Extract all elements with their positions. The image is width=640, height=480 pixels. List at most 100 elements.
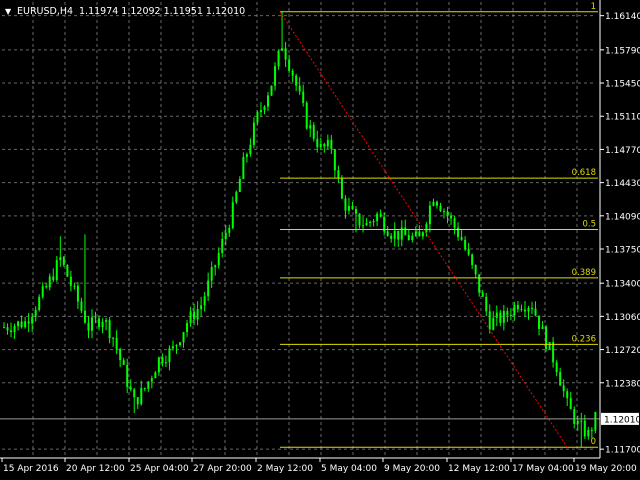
price-axis[interactable]: 1.16140 1.15790 1.15450 1.15110 1.14770 1.144…: [599, 0, 640, 458]
candle-body: [520, 309, 523, 311]
candle-body: [450, 215, 453, 219]
time-tick-label: 12 May 12:00: [448, 464, 510, 474]
candle-body: [45, 286, 48, 288]
fibonacci-retracement[interactable]: 1 0.618 0.5 0.389 0.236 0: [280, 2, 598, 448]
candle-body: [98, 318, 101, 328]
candle-body: [31, 316, 34, 324]
candle-body: [193, 311, 196, 320]
price-tick-label: 1.15110: [605, 113, 640, 123]
fibo-level-label: 0.5: [582, 219, 596, 229]
fibo-trendline[interactable]: [279, 11, 568, 448]
candle-body: [69, 276, 72, 286]
candle-body: [245, 154, 248, 157]
candle-body: [499, 312, 502, 323]
ohlc-readout: 1.11974 1.12092 1.11951 1.12010: [79, 6, 245, 17]
time-tick-label: 9 May 20:00: [384, 464, 440, 474]
candle-body: [446, 211, 449, 216]
candle-body: [435, 201, 438, 206]
candle-body: [464, 239, 467, 250]
candle-body: [531, 308, 533, 310]
price-tick-label: 1.16140: [605, 12, 640, 22]
candle-body: [418, 231, 421, 237]
candle-body: [379, 213, 382, 217]
candle-body: [587, 429, 590, 437]
candle-body: [200, 305, 203, 310]
candle-body: [555, 362, 558, 373]
candle-body: [150, 378, 153, 382]
candle-body: [316, 138, 319, 148]
candle-body: [545, 326, 548, 350]
candle-body: [344, 198, 347, 211]
candle-body: [414, 231, 417, 236]
candle-body: [481, 292, 484, 297]
candle-body: [112, 337, 115, 339]
price-tick-label: 1.14430: [605, 179, 640, 189]
candle-body: [136, 397, 139, 405]
candle-body: [443, 211, 445, 213]
candle-body: [34, 310, 37, 317]
candle-body: [590, 429, 593, 431]
symbol-timeframe-label: EURUSD,H4: [17, 6, 73, 17]
candle-body: [573, 409, 576, 425]
price-tick-label: 1.14090: [605, 212, 640, 222]
candle-body: [541, 326, 544, 329]
candle-body: [534, 308, 537, 316]
candle-body: [566, 391, 569, 399]
candle-body: [80, 301, 83, 311]
time-tick-label: 20 Apr 12:00: [66, 464, 125, 474]
candle-body: [372, 221, 375, 223]
time-axis[interactable]: 15 Apr 2016 20 Apr 12:00 25 Apr 04:00 27 Ap…: [0, 457, 637, 474]
candle-body: [147, 381, 150, 389]
candle-body: [17, 321, 20, 327]
candle-body: [115, 337, 118, 349]
candle-body: [432, 201, 435, 206]
candle-body: [126, 364, 129, 387]
candle-body: [179, 342, 181, 345]
candle-body: [101, 321, 104, 328]
candle-body: [340, 178, 343, 199]
chart-menu-icon[interactable]: ▼: [5, 7, 12, 16]
candle-body: [562, 385, 565, 392]
candle-body: [369, 221, 372, 223]
time-tick-label: 2 May 12:00: [257, 464, 313, 474]
candle-body: [161, 357, 164, 364]
price-tick-label: 1.15790: [605, 46, 640, 56]
candle-body: [83, 310, 86, 323]
candle-body: [404, 227, 407, 236]
candle-body: [425, 224, 428, 233]
candle-body: [580, 420, 583, 422]
candle-body: [238, 178, 241, 192]
candle-body: [140, 388, 143, 405]
candle-body: [3, 327, 5, 329]
candle-body: [10, 330, 13, 333]
price-tick-label: 1.15450: [605, 80, 640, 90]
candle-body: [55, 260, 58, 280]
time-tick-label: 19 May 20:00: [575, 464, 637, 474]
candle-body: [66, 264, 69, 277]
candle-body: [365, 222, 368, 226]
time-tick-label: 17 May 04:00: [512, 464, 574, 474]
fibo-level-label: 0.618: [572, 168, 596, 178]
candle-body: [242, 156, 245, 179]
price-tick-label: 1.12380: [605, 379, 640, 389]
candle-body: [221, 238, 224, 254]
candle-body: [38, 296, 41, 311]
candle-body: [76, 285, 79, 302]
candle-body: [62, 257, 65, 265]
candle-body: [460, 236, 463, 240]
candle-body: [231, 202, 234, 228]
candle-body: [52, 276, 55, 280]
candle-body: [73, 285, 76, 287]
candle-body: [527, 308, 530, 312]
current-price-box: [601, 412, 639, 425]
candle-body: [252, 122, 255, 145]
candle-body: [513, 304, 516, 316]
candle-body: [559, 372, 562, 386]
candle-body: [41, 286, 44, 297]
candle-body: [471, 254, 474, 265]
candle-body: [267, 95, 269, 107]
fibo-level-label: 0: [591, 437, 596, 447]
candle-body: [288, 59, 291, 71]
